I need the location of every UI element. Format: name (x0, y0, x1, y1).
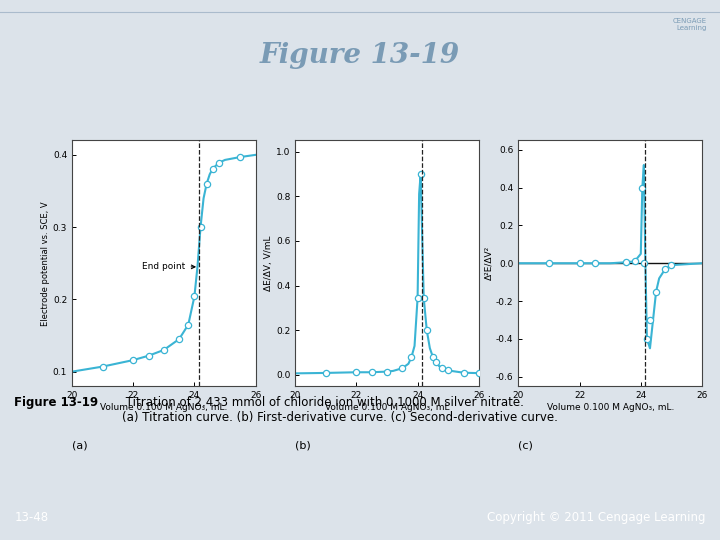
Y-axis label: Electrode potential vs. SCE, V: Electrode potential vs. SCE, V (41, 201, 50, 326)
Text: End point: End point (143, 262, 195, 272)
X-axis label: Volume 0.100 M AgNO₃, mL.: Volume 0.100 M AgNO₃, mL. (546, 403, 674, 411)
Text: Figure 13-19: Figure 13-19 (260, 42, 460, 69)
X-axis label: Volume 0.100 M AgNO₃, mL: Volume 0.100 M AgNO₃, mL (325, 403, 449, 411)
Y-axis label: Δ²E/ΔV²: Δ²E/ΔV² (484, 246, 493, 280)
Text: Figure 13-19: Figure 13-19 (14, 396, 99, 409)
Text: CENGAGE
Learning: CENGAGE Learning (672, 18, 706, 31)
Text: (c): (c) (518, 440, 534, 450)
Text: (b): (b) (295, 440, 311, 450)
Text: Copyright © 2011 Cengage Learning: Copyright © 2011 Cengage Learning (487, 510, 706, 524)
Text: 13-48: 13-48 (14, 510, 48, 524)
X-axis label: Volume 0.100 M AgNO₃, mL.: Volume 0.100 M AgNO₃, mL. (100, 403, 228, 411)
Y-axis label: ΔE/ΔV, V/mL: ΔE/ΔV, V/mL (264, 235, 273, 291)
Text: (a): (a) (72, 440, 88, 450)
Text: Titration of 2.433 mmol of chloride ion with 0.1000 M silver nitrate.
(a) Titrat: Titration of 2.433 mmol of chloride ion … (122, 396, 557, 424)
